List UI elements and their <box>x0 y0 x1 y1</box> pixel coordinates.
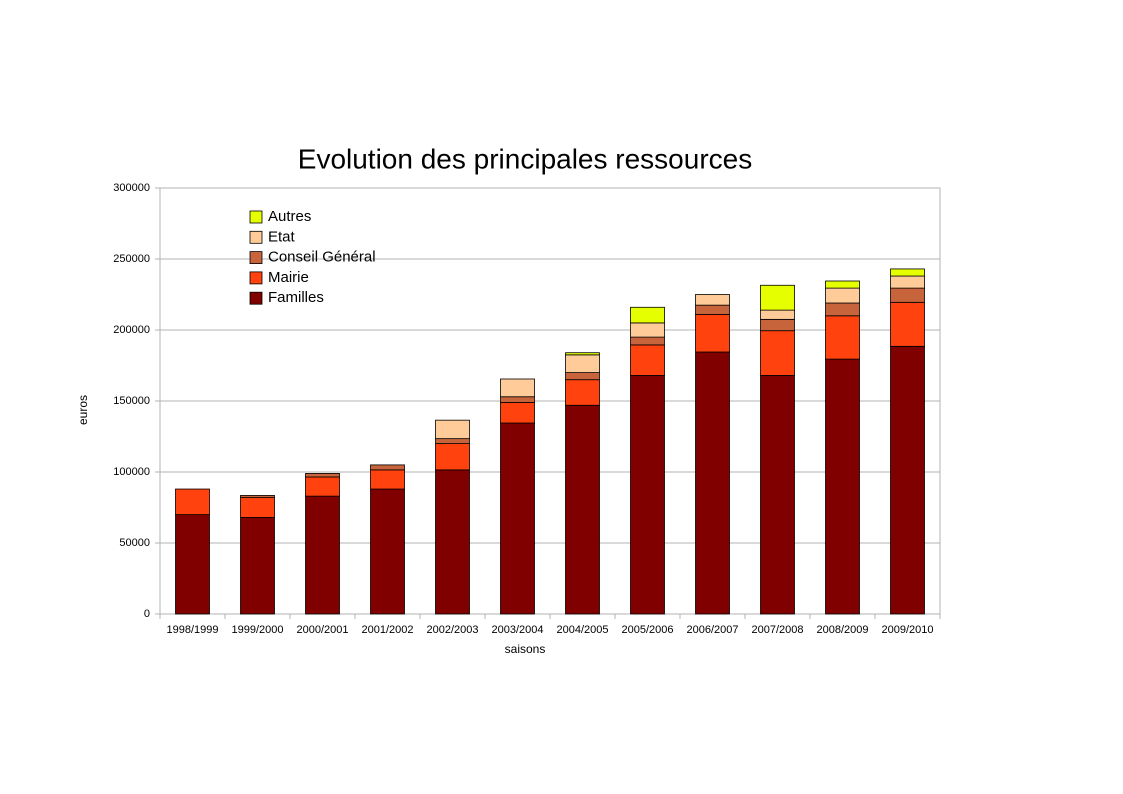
legend-label: Conseil Général <box>268 249 376 266</box>
bar-segment <box>500 378 535 398</box>
bar-segment <box>500 422 535 615</box>
bar-segment <box>435 469 470 615</box>
bar-segment <box>890 301 925 347</box>
bar-segment <box>695 304 730 315</box>
bar-segment <box>500 396 535 403</box>
legend-swatch <box>249 210 263 224</box>
legend-label: Mairie <box>268 269 309 286</box>
legend-swatch <box>249 251 263 265</box>
legend-swatch <box>249 230 263 244</box>
x-tick-label: 2007/2008 <box>752 624 804 636</box>
bar-segment <box>890 268 925 277</box>
bar-segment <box>435 419 470 440</box>
x-tick-label: 2009/2010 <box>882 624 934 636</box>
bar-segment <box>630 322 665 338</box>
bar-segment <box>175 514 210 615</box>
x-axis-label: saisons <box>505 642 546 656</box>
legend-label: Familles <box>268 289 324 306</box>
bar-segment <box>370 469 405 490</box>
bar-segment <box>305 495 340 615</box>
x-tick-label: 1999/2000 <box>232 624 284 636</box>
x-tick-label: 2001/2002 <box>362 624 414 636</box>
bar-segment <box>695 294 730 306</box>
bar-segment <box>890 287 925 303</box>
x-tick-label: 2003/2004 <box>492 624 544 636</box>
y-tick-label: 150000 <box>113 395 150 407</box>
bar-segment <box>630 306 665 324</box>
bar-segment <box>760 330 795 376</box>
bar-segment <box>760 375 795 615</box>
bar-segment <box>175 488 210 516</box>
bar-segment <box>565 404 600 615</box>
y-tick-label: 200000 <box>113 324 150 336</box>
bar-segment <box>370 464 405 471</box>
bar-segment <box>695 351 730 615</box>
x-tick-label: 2004/2005 <box>557 624 609 636</box>
bar-segment <box>890 345 925 615</box>
bar-segment <box>760 309 795 320</box>
legend-swatch <box>249 291 263 305</box>
bar-segment <box>565 354 600 374</box>
y-tick-label: 50000 <box>119 537 150 549</box>
bar-segment <box>825 280 860 289</box>
bar-segment <box>435 443 470 471</box>
bar-segment <box>760 318 795 332</box>
bar-segment <box>695 313 730 353</box>
bar-segment <box>500 402 535 424</box>
bar-segment <box>630 336 665 346</box>
y-tick-label: 0 <box>144 608 150 620</box>
x-tick-label: 2008/2009 <box>817 624 869 636</box>
x-tick-label: 1998/1999 <box>167 624 219 636</box>
bar-segment <box>305 473 340 478</box>
bar-segment <box>565 379 600 406</box>
bar-segment <box>240 497 275 518</box>
legend-label: Autres <box>268 208 311 225</box>
y-axis-label: euros <box>76 395 90 425</box>
chart-title: Evolution des principales ressources <box>298 143 752 174</box>
y-tick-label: 300000 <box>113 182 150 194</box>
bar-segment <box>630 375 665 615</box>
bar-segment <box>305 476 340 497</box>
bar-segment <box>240 517 275 615</box>
y-tick-label: 250000 <box>113 253 150 265</box>
bar-segment <box>825 358 860 615</box>
legend-swatch <box>249 271 263 285</box>
bar-segment <box>825 315 860 360</box>
bar-segment <box>435 438 470 445</box>
y-tick-label: 100000 <box>113 466 150 478</box>
bar-segment <box>565 352 600 356</box>
legend-label: Etat <box>268 228 296 245</box>
bar-segment <box>760 284 795 311</box>
x-tick-label: 2006/2007 <box>687 624 739 636</box>
x-tick-label: 2002/2003 <box>427 624 479 636</box>
bar-segment <box>240 495 275 498</box>
bar-segment <box>825 302 860 317</box>
bar-segment <box>370 488 405 615</box>
x-tick-label: 2005/2006 <box>622 624 674 636</box>
bar-segment <box>890 275 925 289</box>
bar-segment <box>630 344 665 376</box>
bar-segment <box>565 372 600 381</box>
x-tick-label: 2000/2001 <box>297 624 349 636</box>
bar-segment <box>825 287 860 304</box>
